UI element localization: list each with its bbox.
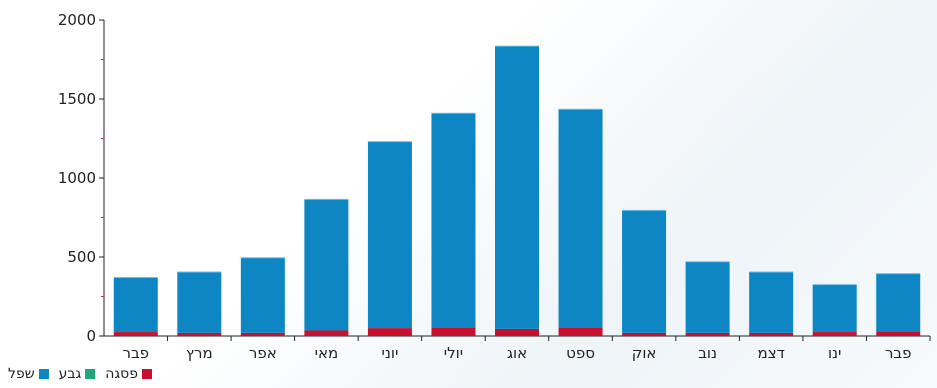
bar-segment-0 [240,257,285,333]
x-category-label: אפר [249,344,277,362]
bar-segment-0 [367,141,412,329]
x-category-label: דצמ [758,344,785,362]
legend-item: פסגה [105,366,153,382]
y-tick-label: 1500 [58,90,96,108]
bar-segment-2 [812,332,857,336]
legend: שפל גבע פסגה [8,366,153,382]
x-axis-labels: פבר מרץ אפר מאי יוני יולי אוג ספט אוק נוב דצמ ינו פב… [123,336,931,362]
x-category-label: מרץ [186,344,213,362]
x-category-label: אוק [632,344,657,362]
bars [113,45,921,336]
bar-segment-0 [431,113,476,328]
x-category-label: יוני [382,344,399,362]
x-category-label: ספט [566,344,595,362]
x-category-label: ינו [828,344,841,362]
legend-label: גבע [58,366,82,382]
bar-segment-0 [685,261,730,333]
bar-segment-0 [495,46,539,329]
bar-segment-2 [558,327,603,336]
legend-item: גבע [59,366,96,382]
x-category-label: פבר [123,344,150,362]
bar-segment-2 [240,332,285,336]
legend-swatch [38,369,49,379]
x-category-label: אוג [507,344,527,362]
bar-segment-2 [622,332,667,336]
legend-swatch [142,369,153,379]
bar-segment-2 [749,332,794,336]
bar-segment-0 [558,109,603,328]
bar-segment-0 [304,199,349,331]
bar-segment-0 [812,284,857,333]
bar-segment-0 [876,273,921,332]
bar-segment-0 [113,277,158,333]
legend-item: שפל [8,366,49,382]
x-category-label: נוב [698,344,717,362]
bar-segment-2 [304,330,349,336]
bar-segment-2 [876,331,921,336]
y-tick-label: 1000 [58,169,96,187]
x-category-label: מאי [315,344,339,362]
bar-segment-0 [622,210,667,333]
x-category-label: פבר [885,344,912,362]
bar-segment-0 [177,272,222,333]
bar-segment-2 [177,332,222,336]
bar-segment-2 [113,332,158,336]
bar-segment-2 [495,328,539,336]
bar-segment-2 [685,332,730,336]
bar-segment-2 [431,327,476,336]
x-category-label: יולי [444,344,463,362]
y-tick-label: 500 [67,248,96,266]
bar-segment-2 [367,328,412,336]
y-tick-label: 2000 [58,11,96,29]
legend-swatch [85,369,96,379]
legend-label: שפל [8,366,35,382]
legend-label: פסגה [105,366,139,382]
bar-segment-0 [749,272,794,333]
y-tick-label: 0 [86,327,96,345]
